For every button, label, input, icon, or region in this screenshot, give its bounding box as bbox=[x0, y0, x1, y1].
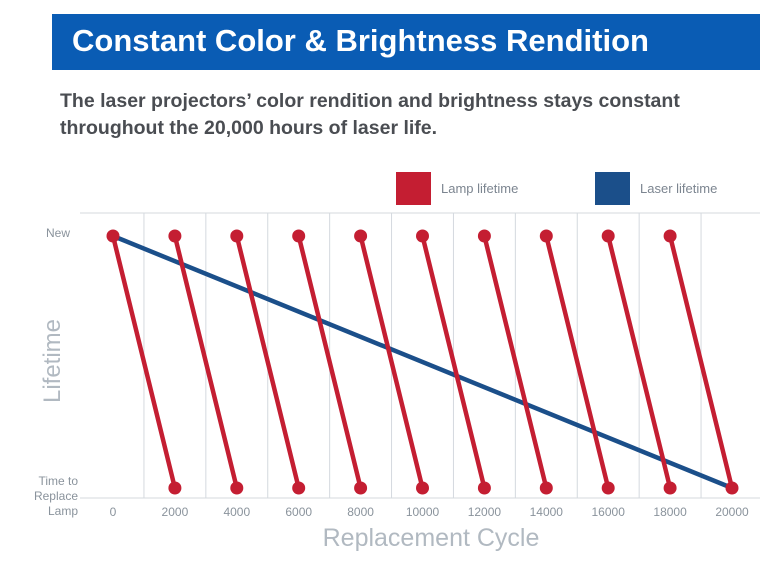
legend-label-lamp: Lamp lifetime bbox=[441, 181, 519, 196]
lamp-start-point-3 bbox=[230, 229, 244, 243]
lamp-start-point-8 bbox=[539, 229, 553, 243]
x-tick-label: 12000 bbox=[468, 505, 502, 519]
y-category-top: New bbox=[45, 226, 70, 240]
subtitle: The laser projectors’ color rendition an… bbox=[60, 88, 760, 142]
lamp-start-point-9 bbox=[601, 229, 615, 243]
lamp-start-point-10 bbox=[663, 229, 677, 243]
lamp-start-point-1 bbox=[106, 229, 120, 243]
title-banner: Constant Color & Brightness Rendition bbox=[52, 14, 760, 70]
lamp-lifetime-line-7 bbox=[482, 233, 549, 491]
x-tick-label: 14000 bbox=[530, 505, 564, 519]
y-axis-title: Lifetime bbox=[39, 318, 66, 404]
lamp-lifetime-line-6 bbox=[420, 233, 487, 491]
legend-label-laser: Laser lifetime bbox=[640, 181, 718, 196]
lamp-lifetime-line-1 bbox=[110, 233, 178, 491]
lamp-end-point-2 bbox=[230, 481, 244, 495]
lamp-lifetime-line-2 bbox=[172, 233, 240, 491]
legend-swatch-lamp bbox=[396, 172, 431, 205]
x-tick-label: 10000 bbox=[406, 505, 440, 519]
lamp-start-point-4 bbox=[292, 229, 306, 243]
lamp-lifetime-line-10 bbox=[667, 233, 735, 491]
lamp-end-point-8 bbox=[601, 481, 615, 495]
legend-swatch-laser bbox=[595, 172, 630, 205]
lamp-end-point-6 bbox=[477, 481, 491, 495]
y-category-bottom: Time to Replace Lamp bbox=[14, 474, 78, 519]
lamp-end-point-9 bbox=[663, 481, 677, 495]
subtitle-line-1: The laser projectors’ color rendition an… bbox=[60, 90, 680, 112]
lamp-end-point-10 bbox=[725, 481, 739, 495]
x-axis-title: Replacement Cycle bbox=[322, 524, 540, 552]
lamp-start-point-6 bbox=[416, 229, 429, 243]
lamp-lifetime-line-9 bbox=[605, 233, 673, 491]
x-tick-label: 18000 bbox=[653, 505, 687, 519]
y-category-bottom-line-3: Lamp bbox=[47, 504, 78, 518]
laser-lifetime-line bbox=[110, 233, 735, 491]
y-category-bottom-line-1: Time to bbox=[38, 474, 78, 488]
lamp-end-point-7 bbox=[539, 481, 553, 495]
x-tick-label: 8000 bbox=[347, 505, 374, 519]
lamp-start-point-5 bbox=[354, 229, 368, 243]
subtitle-line-2: throughout the 20,000 hours of laser lif… bbox=[60, 117, 438, 139]
x-tick-label: 16000 bbox=[592, 505, 626, 519]
lamp-end-point-5 bbox=[416, 481, 429, 495]
lamp-lifetime-line-5 bbox=[358, 233, 425, 491]
x-tick-label: 2000 bbox=[162, 505, 189, 519]
lamp-end-point-4 bbox=[354, 481, 368, 495]
x-tick-label: 4000 bbox=[223, 505, 250, 519]
x-tick-label: 6000 bbox=[285, 505, 312, 519]
lamp-end-point-3 bbox=[292, 481, 306, 495]
lamp-lifetime-line-3 bbox=[234, 233, 301, 491]
x-tick-label: 0 bbox=[110, 505, 117, 519]
lamp-lifetime-line-4 bbox=[296, 233, 363, 491]
lamp-lifetime-line-8 bbox=[544, 233, 611, 491]
page-title: Constant Color & Brightness Rendition bbox=[72, 23, 649, 58]
x-tick-label: 20000 bbox=[715, 505, 749, 519]
lamp-start-point-7 bbox=[477, 229, 491, 243]
y-category-bottom-line-2: Replace bbox=[33, 489, 78, 503]
lamp-start-point-2 bbox=[168, 229, 182, 243]
lamp-end-point-1 bbox=[168, 481, 182, 495]
